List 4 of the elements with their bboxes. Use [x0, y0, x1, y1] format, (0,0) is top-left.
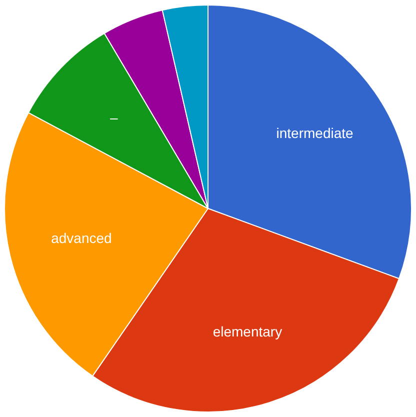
slice-label: –: [110, 109, 118, 126]
slice-label: intermediate: [276, 124, 354, 141]
slice-label: elementary: [212, 323, 282, 340]
slice-label: advanced: [51, 230, 112, 246]
